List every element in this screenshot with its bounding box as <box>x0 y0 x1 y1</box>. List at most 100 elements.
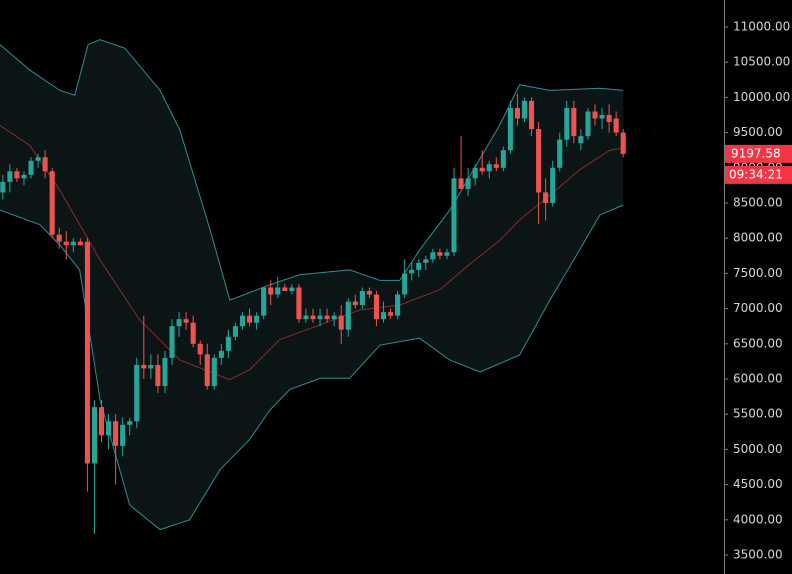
candle-body <box>543 192 549 203</box>
candle-body <box>550 167 556 203</box>
candle-body <box>444 252 450 256</box>
candle-body <box>190 322 196 344</box>
candle-body <box>402 273 408 295</box>
candle-body <box>197 343 203 355</box>
candle-body <box>282 287 288 291</box>
candle-body <box>324 315 330 320</box>
candle-body <box>35 157 41 161</box>
candle-body <box>239 315 246 327</box>
candle-body <box>169 326 175 358</box>
y-tick-label: 6500.00 <box>733 336 783 350</box>
candle-body <box>578 136 584 144</box>
candle-body <box>479 167 485 172</box>
candle-body <box>247 315 253 323</box>
candle-body <box>352 301 358 306</box>
candle-body <box>56 234 62 242</box>
candle-body <box>162 357 168 387</box>
candle-body <box>423 259 429 263</box>
candle-body <box>155 364 161 387</box>
y-tick-label: 5500.00 <box>733 407 783 421</box>
candle-body <box>620 132 626 154</box>
candle-body <box>514 107 520 119</box>
candle-body <box>345 301 351 330</box>
candle-body <box>225 336 231 351</box>
y-tick-label: 9500.00 <box>733 125 783 139</box>
y-tick-label: 7500.00 <box>733 266 783 280</box>
candle-body <box>148 364 154 369</box>
candle-body <box>564 107 570 140</box>
y-tick-label: 10500.00 <box>733 55 790 69</box>
candle-body <box>592 111 598 119</box>
candle-body <box>261 287 267 316</box>
candle-body <box>409 269 415 274</box>
y-tick-label: 8500.00 <box>733 195 783 209</box>
candle-body <box>472 167 478 179</box>
candle-body <box>507 107 513 151</box>
last-price-label: 9197.58 <box>731 146 781 160</box>
candle-body <box>521 100 528 119</box>
candle-body <box>451 178 457 253</box>
candle-body <box>127 421 133 425</box>
candle-body <box>211 357 217 387</box>
candle-body <box>120 424 126 446</box>
y-tick-label: 6000.00 <box>733 371 783 385</box>
y-tick-label: 3500.00 <box>733 547 783 561</box>
candle-body <box>338 315 344 330</box>
candle-body <box>28 160 34 175</box>
candle-body <box>599 114 605 119</box>
y-tick-label: 4500.00 <box>733 477 783 491</box>
candle-body <box>254 315 260 323</box>
candle-body <box>141 364 147 369</box>
candle-body <box>437 252 443 256</box>
candle-body <box>113 421 119 446</box>
candle-body <box>493 164 499 168</box>
candle-body <box>557 139 563 168</box>
last-price-box <box>725 144 792 163</box>
candle-body <box>7 171 13 182</box>
candle-body <box>486 164 492 172</box>
candle-body <box>134 364 140 422</box>
candle-body <box>388 312 394 316</box>
candle-body <box>529 100 535 130</box>
candle-body <box>613 118 619 133</box>
candle-body <box>176 319 182 327</box>
band-line <box>0 39 624 301</box>
countdown-label: 09:34:21 <box>729 167 783 181</box>
candle-body <box>14 171 20 179</box>
candle-body <box>21 174 27 179</box>
candle-body <box>98 407 105 436</box>
candle-body <box>395 294 401 316</box>
candle-body <box>359 290 365 306</box>
candle-body <box>465 178 471 189</box>
candle-body <box>380 312 387 320</box>
y-tick-label: 4000.00 <box>733 512 783 526</box>
y-tick-label: 11000.00 <box>733 19 790 33</box>
candle-body <box>571 107 577 137</box>
y-tick-label: 5000.00 <box>733 442 783 456</box>
candle-body <box>183 319 189 323</box>
candle-body <box>275 287 281 295</box>
candle-body <box>317 315 323 320</box>
candle-body <box>373 294 379 320</box>
candle-body <box>416 262 422 270</box>
candle-body <box>49 171 55 235</box>
candle-body <box>63 241 69 246</box>
candle-body <box>606 114 612 123</box>
candle-body <box>42 157 48 172</box>
candle-body <box>366 290 372 295</box>
candle-body <box>0 181 6 193</box>
y-tick-label: 7000.00 <box>733 301 783 315</box>
candle-body <box>84 241 90 464</box>
candle-body <box>268 287 274 295</box>
candle-body <box>91 407 98 464</box>
countdown-box <box>725 165 792 184</box>
axis-bg <box>724 0 792 574</box>
candle-body <box>310 315 316 320</box>
candle-body <box>303 315 309 320</box>
candle-body <box>296 287 302 320</box>
candle-body <box>232 326 238 337</box>
candle-body <box>218 350 224 358</box>
band-fill <box>0 39 624 530</box>
band-line <box>0 204 624 531</box>
